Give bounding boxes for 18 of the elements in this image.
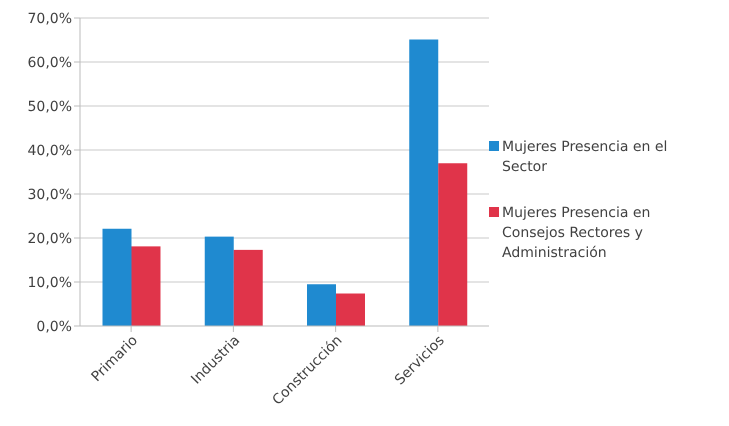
bar xyxy=(438,163,468,326)
y-tick-label: 60,0% xyxy=(28,54,72,71)
y-tick-label: 40,0% xyxy=(28,142,72,159)
y-tick-label: 70,0% xyxy=(28,10,72,27)
legend-label: Mujeres Presencia en Consejos Rectores y Administración xyxy=(502,204,652,263)
bar xyxy=(102,228,132,326)
y-tick-label: 30,0% xyxy=(28,186,72,203)
bar xyxy=(409,40,438,326)
y-tick-label: 50,0% xyxy=(28,98,72,115)
bar xyxy=(234,250,263,326)
y-tick-label: 10,0% xyxy=(28,274,72,291)
bar xyxy=(306,284,336,326)
y-tick-label: 20,0% xyxy=(28,230,72,247)
bar xyxy=(131,246,160,326)
bar xyxy=(204,236,234,326)
bar xyxy=(336,293,365,326)
legend-label: Mujeres Presencia en el Sector xyxy=(502,138,668,177)
y-tick-label: 0,0% xyxy=(36,318,72,335)
